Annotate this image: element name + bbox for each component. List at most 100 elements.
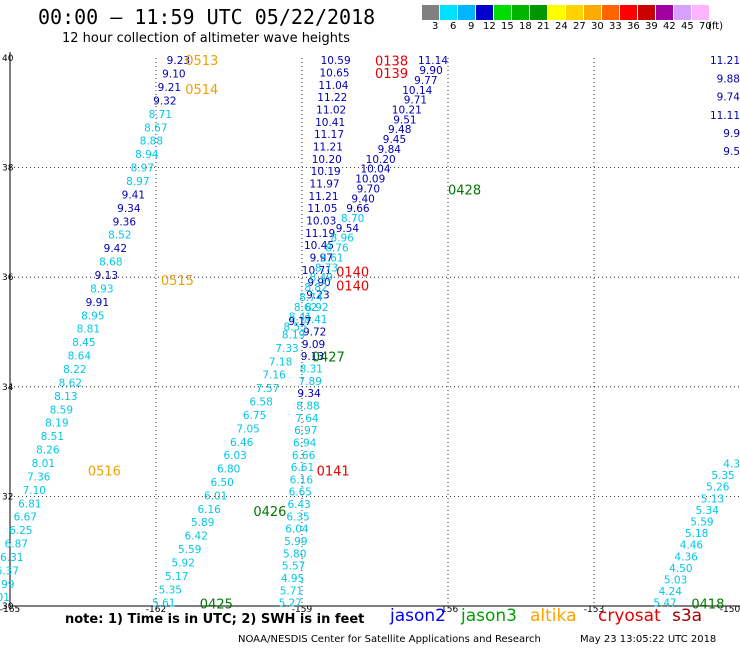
legend-swatch bbox=[692, 5, 710, 20]
wave-height-value: 11.22 bbox=[317, 92, 347, 104]
wave-height-value: 6.35 bbox=[286, 511, 309, 523]
wave-height-value: 5.34 bbox=[696, 505, 720, 517]
track-time-label: 0426 bbox=[253, 505, 286, 520]
wave-height-value: 7.89 bbox=[299, 376, 322, 388]
legend-label: 39 bbox=[645, 21, 658, 32]
legend-swatch bbox=[602, 5, 620, 20]
wave-height-value: 8.70 bbox=[341, 213, 364, 225]
wave-height-value: 6.58 bbox=[249, 397, 272, 409]
wave-height-value: 9.23 bbox=[167, 55, 190, 67]
legend-label: 9 bbox=[468, 21, 475, 32]
wave-height-value: 8.19 bbox=[282, 329, 305, 341]
wave-height-value: 8.26 bbox=[36, 445, 60, 457]
wave-height-value: 8.73 bbox=[315, 262, 338, 274]
wave-height-value: 11.21 bbox=[308, 191, 338, 203]
wave-height-value: 6.94 bbox=[293, 437, 317, 449]
wave-height-value: 8.97 bbox=[126, 176, 149, 188]
wave-height-value: 11.21 bbox=[313, 142, 343, 154]
wave-height-value: 7.18 bbox=[269, 356, 292, 368]
wave-height-value: 5.35 bbox=[159, 584, 182, 596]
wave-height-value: 9.34 bbox=[117, 203, 141, 215]
wave-height-value: 5.99 bbox=[0, 579, 15, 591]
wave-height-value: 8.22 bbox=[63, 364, 86, 376]
satellite-label-jason2: jason2 bbox=[390, 606, 446, 626]
wave-height-value: 11.21 bbox=[710, 55, 740, 67]
wave-height-value: 4.50 bbox=[669, 563, 692, 575]
track-time-label: 0513 bbox=[185, 54, 218, 69]
wave-height-value: 4.36 bbox=[674, 551, 698, 563]
wave-height-value: 9.74 bbox=[717, 92, 740, 104]
color-legend bbox=[422, 5, 710, 20]
track-time-label: 0516 bbox=[88, 465, 121, 480]
track-time-label: 0515 bbox=[161, 274, 194, 289]
wave-height-value: 8.45 bbox=[72, 337, 95, 349]
wave-height-value: 7.36 bbox=[27, 471, 51, 483]
wave-height-value: 8.59 bbox=[50, 404, 73, 416]
wave-height-value: 10.20 bbox=[312, 154, 342, 166]
wave-height-value: 8.62 bbox=[59, 377, 82, 389]
wave-height-value: 6.01 bbox=[204, 490, 227, 502]
wave-height-value: 9.48 bbox=[388, 124, 411, 136]
wave-height-value: 5.26 bbox=[706, 482, 730, 494]
track-time-label: 0428 bbox=[448, 184, 481, 199]
wave-height-value: 10.03 bbox=[306, 215, 336, 227]
wave-height-value: 9.77 bbox=[414, 75, 437, 87]
wave-height-value: 6.67 bbox=[14, 512, 37, 524]
wave-height-value: 4.24 bbox=[659, 586, 683, 598]
wave-height-value: 9.90 bbox=[419, 65, 442, 77]
wave-height-value: 8.13 bbox=[54, 391, 77, 403]
wave-height-value: 7.57 bbox=[256, 383, 279, 395]
wave-height-value: 6.42 bbox=[185, 531, 208, 543]
wave-height-value: 8.92 bbox=[305, 302, 328, 314]
wave-height-value: 6.65 bbox=[289, 487, 312, 499]
page-subtitle: 12 hour collection of altimeter wave hei… bbox=[62, 31, 350, 46]
wave-height-value: 7.33 bbox=[275, 343, 298, 355]
wave-height-value: 5.03 bbox=[664, 575, 687, 587]
wave-height-value: 11.17 bbox=[314, 129, 344, 141]
wave-height-value: 10.20 bbox=[366, 154, 396, 166]
wave-height-value: 11.19 bbox=[305, 228, 335, 240]
wave-height-value: 8.41 bbox=[304, 314, 327, 326]
wave-height-value: 6.37 bbox=[0, 565, 19, 577]
wave-height-value: 10.71 bbox=[302, 265, 332, 277]
legend-swatch bbox=[674, 5, 692, 20]
track-time-label: 0140 bbox=[336, 279, 369, 294]
wave-height-value: 5.13 bbox=[701, 493, 724, 505]
legend-swatch bbox=[566, 5, 584, 20]
track-time-label: 0140 bbox=[336, 266, 369, 281]
wave-height-value: 8.62 bbox=[294, 302, 317, 314]
wave-height-value: 8.93 bbox=[90, 283, 113, 295]
wave-height-value: 6.66 bbox=[292, 450, 316, 462]
x-tick-label: -156 bbox=[438, 605, 459, 615]
legend-label: 27 bbox=[573, 21, 586, 32]
legend-swatch bbox=[548, 5, 566, 20]
wave-height-value: 8.68 bbox=[99, 257, 122, 269]
wave-height-value: 9.23 bbox=[306, 289, 329, 301]
wave-height-value: 9.32 bbox=[153, 95, 176, 107]
wave-height-value: 10.21 bbox=[392, 105, 422, 117]
wave-height-value: 9.36 bbox=[113, 216, 137, 228]
wave-height-value: 9.09 bbox=[302, 339, 325, 351]
wave-height-value: 8.74 bbox=[299, 292, 323, 304]
x-tick-label: -165 bbox=[0, 605, 20, 615]
wave-height-value: 5.59 bbox=[690, 517, 713, 529]
wave-height-value: 11.04 bbox=[318, 80, 348, 92]
wave-height-value: 9.70 bbox=[357, 183, 380, 195]
legend-label: 33 bbox=[609, 21, 622, 32]
wave-height-value: 10.41 bbox=[315, 117, 345, 129]
wave-height-value: 6.50 bbox=[210, 477, 233, 489]
wave-height-value: 5.80 bbox=[283, 548, 306, 560]
wave-height-value: 6.97 bbox=[294, 425, 317, 437]
x-tick-label: -159 bbox=[292, 605, 313, 615]
wave-height-value: 10.45 bbox=[304, 240, 334, 252]
wave-height-value: 9.10 bbox=[162, 69, 185, 81]
wave-height-value: 8.64 bbox=[68, 351, 92, 363]
wave-height-value: 8.01 bbox=[32, 458, 55, 470]
wave-height-value: 6.31 bbox=[0, 552, 23, 564]
wave-height-value: 10.59 bbox=[321, 55, 351, 67]
x-tick-label: -162 bbox=[146, 605, 166, 615]
wave-height-value: 6.75 bbox=[243, 410, 266, 422]
legend-label: 36 bbox=[627, 21, 640, 32]
satellite-label-s3a: s3a bbox=[672, 606, 703, 626]
legend-label: 30 bbox=[591, 21, 604, 32]
